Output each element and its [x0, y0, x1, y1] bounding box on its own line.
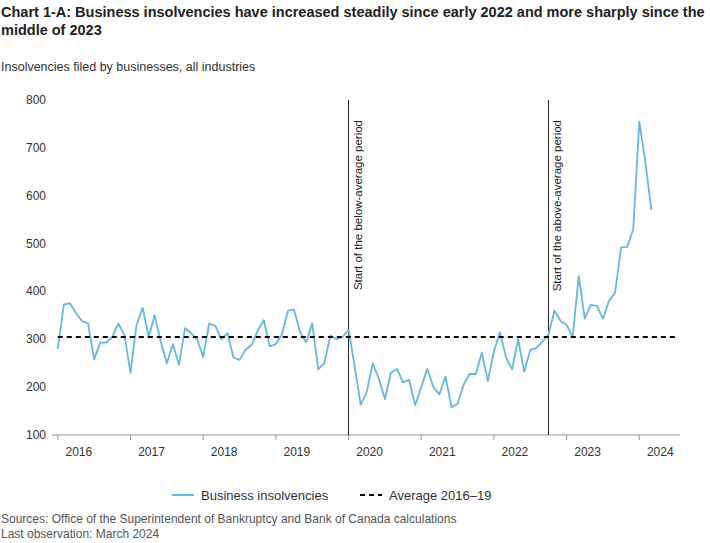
annotation-line	[348, 100, 349, 435]
x-tick-label: 2017	[138, 445, 165, 459]
x-tick	[57, 435, 58, 440]
chart: 100 200 300 400 500 600 700 800 2016 2017 2018 2019…	[0, 0, 710, 543]
y-tick	[49, 291, 52, 292]
y-tick	[49, 387, 52, 388]
y-tick-label: 100	[26, 428, 46, 442]
subtitle: Insolvencies filed by businesses, all in…	[1, 60, 255, 74]
x-tick-label: 2016	[65, 445, 92, 459]
legend-label: Average 2016–19	[389, 488, 491, 503]
note: Last observation: March 2024	[1, 527, 456, 542]
y-tick	[49, 243, 52, 244]
y-tick	[49, 195, 52, 196]
y-tick	[49, 339, 52, 340]
plot-data	[58, 122, 676, 408]
annotation-line	[548, 100, 549, 435]
x-tick-label: 2024	[647, 445, 674, 459]
x-tick-label: 2018	[211, 445, 238, 459]
y-tick-label: 800	[26, 93, 46, 107]
x-axis	[52, 435, 680, 436]
x-tick-label: 2020	[356, 445, 383, 459]
x-tick-label: 2022	[502, 445, 529, 459]
x-tick	[203, 435, 204, 440]
annotation-label: Start of the below-average period	[352, 120, 364, 290]
y-tick	[49, 100, 52, 101]
x-tick	[566, 435, 567, 440]
x-tick	[275, 435, 276, 440]
x-tick	[348, 435, 349, 440]
legend-swatch	[172, 494, 194, 496]
y-tick	[49, 435, 52, 436]
series-line	[58, 336, 676, 338]
title: Chart 1-A: Business insolvencies have in…	[1, 3, 707, 39]
y-tick-label: 500	[26, 237, 46, 251]
legend-label: Business insolvencies	[201, 488, 329, 503]
legend-swatch	[360, 494, 382, 496]
y-tick-label: 200	[26, 380, 46, 394]
x-tick-label: 2023	[574, 445, 601, 459]
x-tick-label: 2021	[429, 445, 456, 459]
annotation-label: Start of the above-average period	[551, 120, 563, 291]
y-tick-label: 300	[26, 332, 46, 346]
sources-block: Sources: Office of the Superintendent of…	[1, 512, 456, 542]
y-tick	[49, 147, 52, 148]
y-tick-label: 700	[26, 141, 46, 155]
sources: Sources: Office of the Superintendent of…	[1, 512, 456, 527]
x-tick-label: 2019	[284, 445, 311, 459]
x-tick	[493, 435, 494, 440]
x-tick	[130, 435, 131, 440]
x-tick	[421, 435, 422, 440]
y-tick-label: 600	[26, 189, 46, 203]
y-tick-label: 400	[26, 284, 46, 298]
x-tick	[639, 435, 640, 440]
series-line	[58, 122, 652, 408]
